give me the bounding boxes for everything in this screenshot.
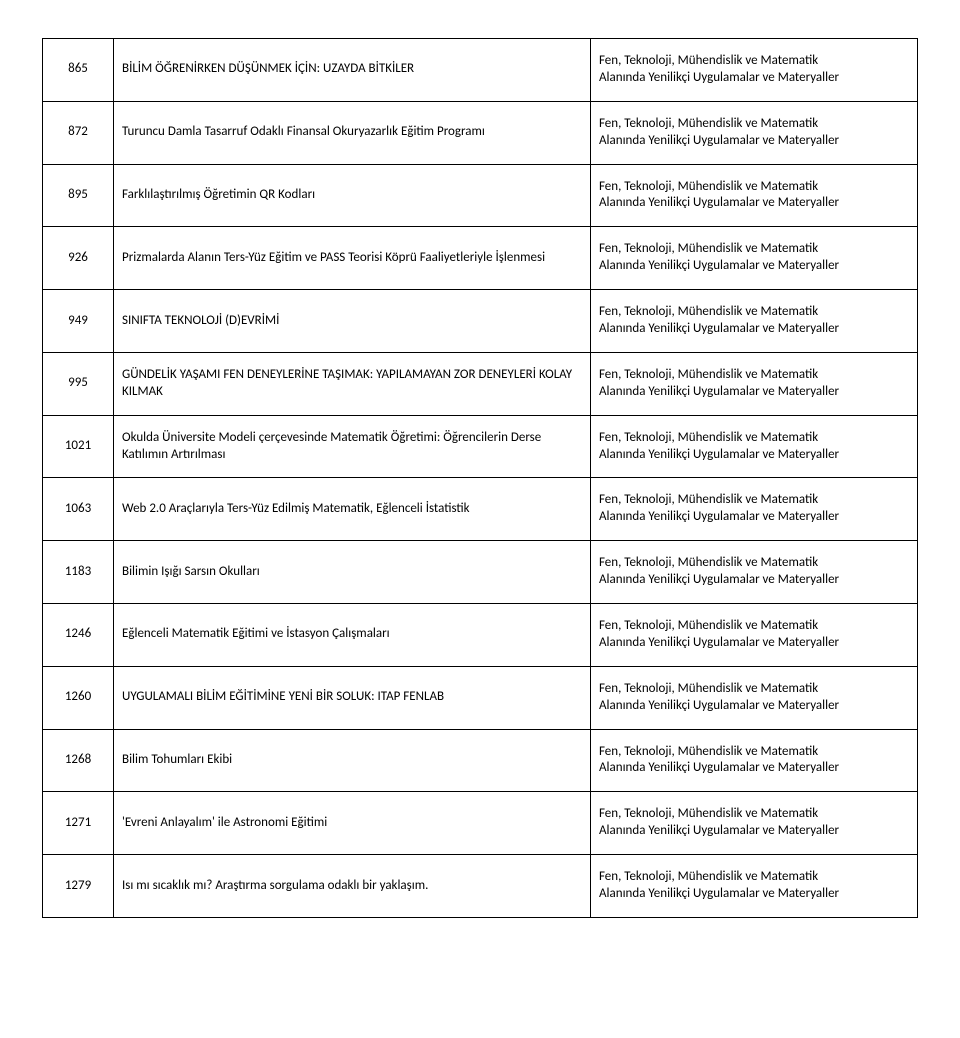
row-id: 1271	[43, 792, 114, 855]
row-title: 'Evreni Anlayalım' ile Astronomi Eğitimi	[114, 792, 591, 855]
row-title: Farklılaştırılmış Öğretimin QR Kodları	[114, 164, 591, 227]
table-row: 1271'Evreni Anlayalım' ile Astronomi Eği…	[43, 792, 918, 855]
row-category: Fen, Teknoloji, Mühendislik ve Matematik…	[591, 415, 918, 478]
table-row: 995GÜNDELİK YAŞAMI FEN DENEYLERİNE TAŞIM…	[43, 352, 918, 415]
row-category: Fen, Teknoloji, Mühendislik ve Matematik…	[591, 352, 918, 415]
row-title: Bilimin Işığı Sarsın Okulları	[114, 541, 591, 604]
row-id: 1260	[43, 666, 114, 729]
row-title: BİLİM ÖĞRENİRKEN DÜŞÜNMEK İÇİN: UZAYDA B…	[114, 39, 591, 102]
row-title: Isı mı sıcaklık mı? Araştırma sorgulama …	[114, 855, 591, 918]
row-title: Eğlenceli Matematik Eğitimi ve İstasyon …	[114, 604, 591, 667]
table-row: 895Farklılaştırılmış Öğretimin QR Kodlar…	[43, 164, 918, 227]
table-row: 865BİLİM ÖĞRENİRKEN DÜŞÜNMEK İÇİN: UZAYD…	[43, 39, 918, 102]
row-category: Fen, Teknoloji, Mühendislik ve Matematik…	[591, 478, 918, 541]
row-title: Bilim Tohumları Ekibi	[114, 729, 591, 792]
row-id: 926	[43, 227, 114, 290]
row-category: Fen, Teknoloji, Mühendislik ve Matematik…	[591, 164, 918, 227]
row-category: Fen, Teknoloji, Mühendislik ve Matematik…	[591, 666, 918, 729]
row-category: Fen, Teknoloji, Mühendislik ve Matematik…	[591, 39, 918, 102]
row-category: Fen, Teknoloji, Mühendislik ve Matematik…	[591, 290, 918, 353]
row-id: 949	[43, 290, 114, 353]
table-row: 1246Eğlenceli Matematik Eğitimi ve İstas…	[43, 604, 918, 667]
row-id: 872	[43, 101, 114, 164]
row-title: Turuncu Damla Tasarruf Odaklı Finansal O…	[114, 101, 591, 164]
table-row: 1183Bilimin Işığı Sarsın OkullarıFen, Te…	[43, 541, 918, 604]
table-row: 1063Web 2.0 Araçlarıyla Ters-Yüz Edilmiş…	[43, 478, 918, 541]
row-id: 1063	[43, 478, 114, 541]
projects-table: 865BİLİM ÖĞRENİRKEN DÜŞÜNMEK İÇİN: UZAYD…	[42, 38, 918, 918]
row-category: Fen, Teknoloji, Mühendislik ve Matematik…	[591, 101, 918, 164]
row-category: Fen, Teknoloji, Mühendislik ve Matematik…	[591, 541, 918, 604]
row-id: 1183	[43, 541, 114, 604]
row-id: 1021	[43, 415, 114, 478]
row-id: 1279	[43, 855, 114, 918]
row-category: Fen, Teknoloji, Mühendislik ve Matematik…	[591, 604, 918, 667]
row-id: 895	[43, 164, 114, 227]
row-id: 1246	[43, 604, 114, 667]
row-category: Fen, Teknoloji, Mühendislik ve Matematik…	[591, 227, 918, 290]
row-id: 995	[43, 352, 114, 415]
row-title: UYGULAMALI BİLİM EĞİTİMİNE YENİ BİR SOLU…	[114, 666, 591, 729]
row-id: 865	[43, 39, 114, 102]
row-category: Fen, Teknoloji, Mühendislik ve Matematik…	[591, 855, 918, 918]
row-category: Fen, Teknoloji, Mühendislik ve Matematik…	[591, 729, 918, 792]
table-row: 1279Isı mı sıcaklık mı? Araştırma sorgul…	[43, 855, 918, 918]
row-title: Web 2.0 Araçlarıyla Ters-Yüz Edilmiş Mat…	[114, 478, 591, 541]
row-title: SINIFTA TEKNOLOJİ (D)EVRİMİ	[114, 290, 591, 353]
row-category: Fen, Teknoloji, Mühendislik ve Matematik…	[591, 792, 918, 855]
table-row: 872Turuncu Damla Tasarruf Odaklı Finansa…	[43, 101, 918, 164]
row-title: GÜNDELİK YAŞAMI FEN DENEYLERİNE TAŞIMAK:…	[114, 352, 591, 415]
table-row: 1268Bilim Tohumları EkibiFen, Teknoloji,…	[43, 729, 918, 792]
table-row: 1260UYGULAMALI BİLİM EĞİTİMİNE YENİ BİR …	[43, 666, 918, 729]
table-row: 926Prizmalarda Alanın Ters-Yüz Eğitim ve…	[43, 227, 918, 290]
table-row: 1021Okulda Üniversite Modeli çerçevesind…	[43, 415, 918, 478]
table-row: 949SINIFTA TEKNOLOJİ (D)EVRİMİFen, Tekno…	[43, 290, 918, 353]
row-title: Prizmalarda Alanın Ters-Yüz Eğitim ve PA…	[114, 227, 591, 290]
projects-tbody: 865BİLİM ÖĞRENİRKEN DÜŞÜNMEK İÇİN: UZAYD…	[43, 39, 918, 918]
row-title: Okulda Üniversite Modeli çerçevesinde Ma…	[114, 415, 591, 478]
row-id: 1268	[43, 729, 114, 792]
